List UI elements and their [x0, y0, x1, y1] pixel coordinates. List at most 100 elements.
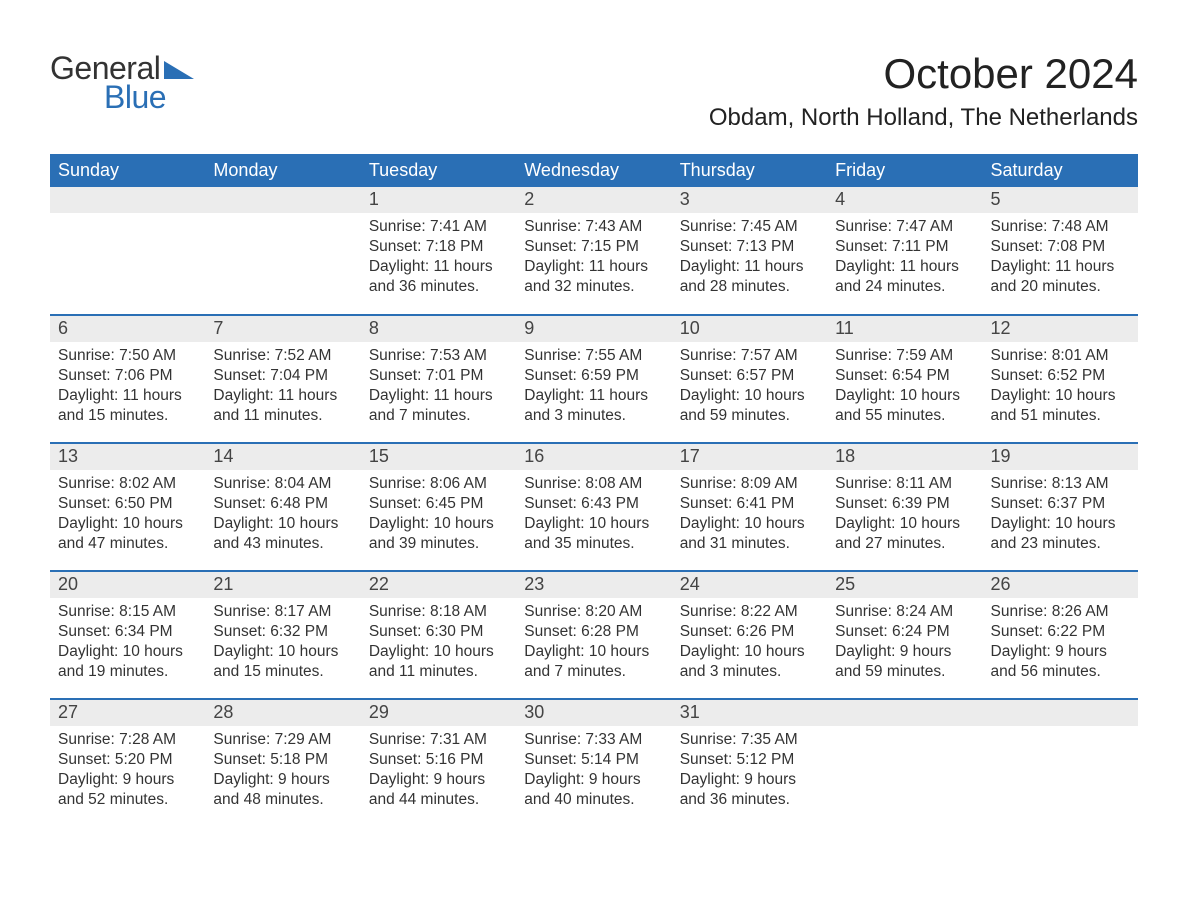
day-details: Sunrise: 8:13 AMSunset: 6:37 PMDaylight:…: [983, 470, 1138, 561]
day-details: Sunrise: 7:35 AMSunset: 5:12 PMDaylight:…: [672, 726, 827, 817]
day-details: Sunrise: 7:48 AMSunset: 7:08 PMDaylight:…: [983, 213, 1138, 304]
daylight-line: Daylight: 9 hours and 48 minutes.: [213, 770, 352, 810]
sunrise-line: Sunrise: 7:28 AM: [58, 730, 197, 750]
day-cell: 5Sunrise: 7:48 AMSunset: 7:08 PMDaylight…: [983, 187, 1138, 315]
day-cell: 25Sunrise: 8:24 AMSunset: 6:24 PMDayligh…: [827, 571, 982, 699]
day-number: 24: [672, 572, 827, 598]
day-cell: 31Sunrise: 7:35 AMSunset: 5:12 PMDayligh…: [672, 699, 827, 827]
weekday-header-row: Sunday Monday Tuesday Wednesday Thursday…: [50, 154, 1138, 187]
daylight-line: Daylight: 10 hours and 39 minutes.: [369, 514, 508, 554]
sunset-line: Sunset: 6:34 PM: [58, 622, 197, 642]
daylight-line: Daylight: 11 hours and 20 minutes.: [991, 257, 1130, 297]
week-row: 6Sunrise: 7:50 AMSunset: 7:06 PMDaylight…: [50, 315, 1138, 443]
day-number: 2: [516, 187, 671, 213]
day-details: Sunrise: 8:18 AMSunset: 6:30 PMDaylight:…: [361, 598, 516, 689]
title-block: October 2024 Obdam, North Holland, The N…: [709, 50, 1138, 146]
day-cell: 19Sunrise: 8:13 AMSunset: 6:37 PMDayligh…: [983, 443, 1138, 571]
location-text: Obdam, North Holland, The Netherlands: [709, 104, 1138, 132]
sunset-line: Sunset: 7:06 PM: [58, 366, 197, 386]
day-cell: 8Sunrise: 7:53 AMSunset: 7:01 PMDaylight…: [361, 315, 516, 443]
day-number: [827, 700, 982, 726]
month-title: October 2024: [709, 50, 1138, 98]
week-row: 13Sunrise: 8:02 AMSunset: 6:50 PMDayligh…: [50, 443, 1138, 571]
day-number: 21: [205, 572, 360, 598]
sunset-line: Sunset: 5:20 PM: [58, 750, 197, 770]
day-cell: 3Sunrise: 7:45 AMSunset: 7:13 PMDaylight…: [672, 187, 827, 315]
sunset-line: Sunset: 6:48 PM: [213, 494, 352, 514]
day-details: Sunrise: 7:41 AMSunset: 7:18 PMDaylight:…: [361, 213, 516, 304]
sunrise-line: Sunrise: 8:22 AM: [680, 602, 819, 622]
weekday-header: Thursday: [672, 154, 827, 187]
day-cell: 4Sunrise: 7:47 AMSunset: 7:11 PMDaylight…: [827, 187, 982, 315]
day-number: 5: [983, 187, 1138, 213]
day-cell: 12Sunrise: 8:01 AMSunset: 6:52 PMDayligh…: [983, 315, 1138, 443]
sunset-line: Sunset: 6:54 PM: [835, 366, 974, 386]
sunrise-line: Sunrise: 8:04 AM: [213, 474, 352, 494]
daylight-line: Daylight: 10 hours and 19 minutes.: [58, 642, 197, 682]
daylight-line: Daylight: 9 hours and 56 minutes.: [991, 642, 1130, 682]
daylight-line: Daylight: 11 hours and 36 minutes.: [369, 257, 508, 297]
sunset-line: Sunset: 6:30 PM: [369, 622, 508, 642]
day-number: 13: [50, 444, 205, 470]
day-details: Sunrise: 7:59 AMSunset: 6:54 PMDaylight:…: [827, 342, 982, 433]
sunrise-line: Sunrise: 7:35 AM: [680, 730, 819, 750]
daylight-line: Daylight: 10 hours and 55 minutes.: [835, 386, 974, 426]
day-cell: 17Sunrise: 8:09 AMSunset: 6:41 PMDayligh…: [672, 443, 827, 571]
sunrise-line: Sunrise: 7:29 AM: [213, 730, 352, 750]
calendar-table: Sunday Monday Tuesday Wednesday Thursday…: [50, 154, 1138, 827]
daylight-line: Daylight: 9 hours and 44 minutes.: [369, 770, 508, 810]
day-cell: 23Sunrise: 8:20 AMSunset: 6:28 PMDayligh…: [516, 571, 671, 699]
day-details: Sunrise: 7:31 AMSunset: 5:16 PMDaylight:…: [361, 726, 516, 817]
day-details: Sunrise: 7:47 AMSunset: 7:11 PMDaylight:…: [827, 213, 982, 304]
sunset-line: Sunset: 7:11 PM: [835, 237, 974, 257]
daylight-line: Daylight: 10 hours and 7 minutes.: [524, 642, 663, 682]
day-details: Sunrise: 8:01 AMSunset: 6:52 PMDaylight:…: [983, 342, 1138, 433]
daylight-line: Daylight: 10 hours and 47 minutes.: [58, 514, 197, 554]
day-details: Sunrise: 8:26 AMSunset: 6:22 PMDaylight:…: [983, 598, 1138, 689]
sunset-line: Sunset: 5:18 PM: [213, 750, 352, 770]
day-details: Sunrise: 7:43 AMSunset: 7:15 PMDaylight:…: [516, 213, 671, 304]
sunrise-line: Sunrise: 8:11 AM: [835, 474, 974, 494]
sunrise-line: Sunrise: 8:09 AM: [680, 474, 819, 494]
day-cell: 26Sunrise: 8:26 AMSunset: 6:22 PMDayligh…: [983, 571, 1138, 699]
sunset-line: Sunset: 6:45 PM: [369, 494, 508, 514]
logo: General Blue: [50, 50, 194, 116]
daylight-line: Daylight: 11 hours and 3 minutes.: [524, 386, 663, 426]
day-number: 1: [361, 187, 516, 213]
day-details: Sunrise: 8:20 AMSunset: 6:28 PMDaylight:…: [516, 598, 671, 689]
day-number: 18: [827, 444, 982, 470]
day-number: 15: [361, 444, 516, 470]
header: General Blue October 2024 Obdam, North H…: [50, 50, 1138, 146]
daylight-line: Daylight: 10 hours and 51 minutes.: [991, 386, 1130, 426]
day-number: 9: [516, 316, 671, 342]
day-number: 19: [983, 444, 1138, 470]
daylight-line: Daylight: 10 hours and 59 minutes.: [680, 386, 819, 426]
sunset-line: Sunset: 6:26 PM: [680, 622, 819, 642]
sunrise-line: Sunrise: 7:57 AM: [680, 346, 819, 366]
daylight-line: Daylight: 9 hours and 52 minutes.: [58, 770, 197, 810]
daylight-line: Daylight: 11 hours and 24 minutes.: [835, 257, 974, 297]
sunrise-line: Sunrise: 7:31 AM: [369, 730, 508, 750]
day-details: Sunrise: 8:24 AMSunset: 6:24 PMDaylight:…: [827, 598, 982, 689]
sunrise-line: Sunrise: 7:50 AM: [58, 346, 197, 366]
sunrise-line: Sunrise: 8:01 AM: [991, 346, 1130, 366]
day-details: Sunrise: 7:57 AMSunset: 6:57 PMDaylight:…: [672, 342, 827, 433]
daylight-line: Daylight: 10 hours and 15 minutes.: [213, 642, 352, 682]
daylight-line: Daylight: 11 hours and 7 minutes.: [369, 386, 508, 426]
sunrise-line: Sunrise: 8:02 AM: [58, 474, 197, 494]
day-number: 26: [983, 572, 1138, 598]
day-cell: 14Sunrise: 8:04 AMSunset: 6:48 PMDayligh…: [205, 443, 360, 571]
day-number: 28: [205, 700, 360, 726]
sunrise-line: Sunrise: 8:15 AM: [58, 602, 197, 622]
day-details: Sunrise: 8:08 AMSunset: 6:43 PMDaylight:…: [516, 470, 671, 561]
sunset-line: Sunset: 6:57 PM: [680, 366, 819, 386]
day-number: 8: [361, 316, 516, 342]
weekday-header: Tuesday: [361, 154, 516, 187]
weekday-header: Monday: [205, 154, 360, 187]
day-number: 29: [361, 700, 516, 726]
weekday-header: Saturday: [983, 154, 1138, 187]
day-number: 17: [672, 444, 827, 470]
daylight-line: Daylight: 9 hours and 36 minutes.: [680, 770, 819, 810]
day-number: 16: [516, 444, 671, 470]
weekday-header: Sunday: [50, 154, 205, 187]
